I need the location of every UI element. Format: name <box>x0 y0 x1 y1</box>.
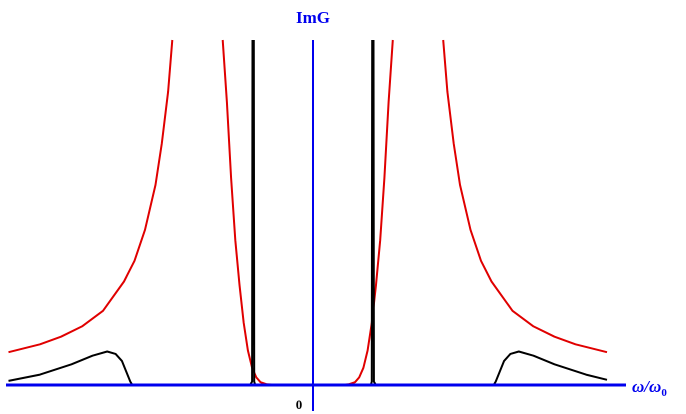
curves-group <box>8 39 608 386</box>
y-axis-label: ImG <box>296 8 330 27</box>
x-axis-label-subscript: 0 <box>661 387 667 399</box>
x-axis-label: ω/ω0 <box>632 377 667 399</box>
black-series-line <box>8 39 608 386</box>
origin-tick-label: 0 <box>296 397 303 412</box>
x-axis-label-main: ω/ω <box>632 377 661 396</box>
red-series-line <box>8 39 608 386</box>
